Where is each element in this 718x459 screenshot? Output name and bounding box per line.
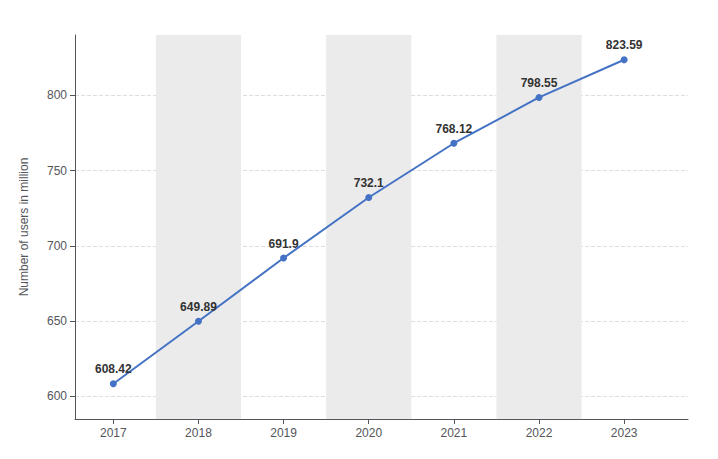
svg-text:800: 800 — [47, 88, 67, 102]
svg-text:2020: 2020 — [355, 426, 382, 440]
svg-text:750: 750 — [47, 164, 67, 178]
svg-text:691.9: 691.9 — [269, 237, 299, 251]
svg-text:2017: 2017 — [100, 426, 127, 440]
svg-text:2023: 2023 — [611, 426, 638, 440]
svg-text:798.55: 798.55 — [521, 76, 558, 90]
svg-text:2022: 2022 — [526, 426, 553, 440]
svg-text:700: 700 — [47, 239, 67, 253]
svg-text:608.42: 608.42 — [95, 362, 132, 376]
svg-text:2018: 2018 — [185, 426, 212, 440]
svg-text:Number of users in million: Number of users in million — [17, 158, 31, 297]
svg-text:650: 650 — [47, 314, 67, 328]
svg-text:823.59: 823.59 — [606, 38, 643, 52]
svg-text:732.1: 732.1 — [354, 176, 384, 190]
svg-text:768.12: 768.12 — [436, 122, 473, 136]
svg-text:2019: 2019 — [270, 426, 297, 440]
svg-text:600: 600 — [47, 389, 67, 403]
svg-text:649.89: 649.89 — [180, 300, 217, 314]
svg-text:2021: 2021 — [441, 426, 468, 440]
